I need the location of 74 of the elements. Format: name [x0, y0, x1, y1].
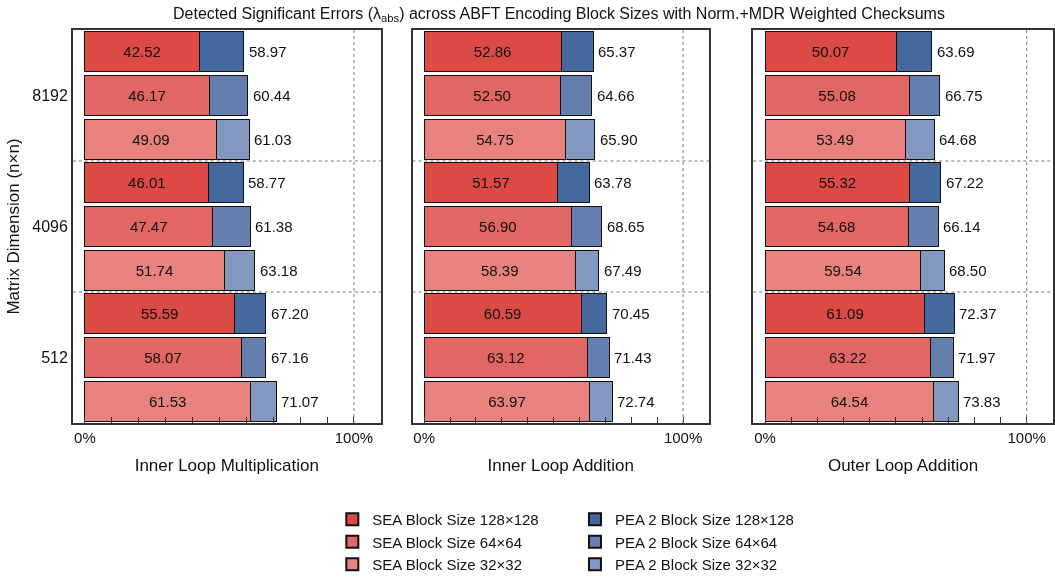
y-tick-label: 4096: [32, 218, 68, 236]
total-label: 67.16: [271, 349, 309, 366]
data-label: 54.68: [817, 218, 856, 235]
legend-label: PEA 2 Block Size 128×128: [614, 511, 794, 529]
data-label: 58.39: [480, 261, 519, 279]
data-label: 61.09: [826, 305, 864, 323]
data-label: 53.49: [816, 130, 854, 148]
data-label: 59.54: [824, 261, 862, 279]
x-axis-title: Inner Loop Addition: [487, 455, 634, 475]
total-label: 61.03: [254, 131, 292, 148]
total-label: 58.97: [249, 43, 287, 60]
total-label: 68.50: [949, 262, 987, 279]
data-label: 46.01: [128, 174, 166, 192]
x-axis-title: Outer Loop Addition: [827, 455, 979, 475]
legend-label: SEA Block Size 32×32: [372, 556, 523, 574]
total-label: 64.66: [597, 87, 635, 104]
x-axis-title: Inner Loop Multiplication: [134, 455, 319, 475]
total-label: 63.18: [260, 262, 298, 279]
total-label: 63.69: [937, 43, 975, 60]
data-label: 46.17: [128, 87, 166, 104]
y-tick-label: 8192: [32, 87, 68, 105]
total-label: 66.14: [943, 218, 981, 235]
total-label: 66.75: [945, 87, 983, 104]
total-label: 63.78: [594, 174, 632, 191]
data-label: 55.59: [140, 305, 179, 323]
total-label: 58.77: [248, 174, 286, 191]
data-label: 64.54: [830, 392, 869, 410]
data-label: 63.12: [487, 349, 525, 366]
y-axis-title: Matrix Dimension (n×n): [4, 138, 24, 315]
data-label: 54.75: [476, 130, 514, 148]
data-label: 42.52: [123, 43, 161, 61]
data-label: 61.53: [148, 392, 187, 410]
data-label: 63.97: [488, 392, 526, 410]
total-label: 68.65: [607, 218, 645, 235]
total-label: 71.97: [958, 349, 996, 366]
legend-label: SEA Block Size 128×128: [372, 511, 539, 529]
data-label: 51.74: [135, 261, 174, 279]
x-tick-label: 0%: [754, 428, 776, 446]
total-label: 73.83: [963, 393, 1001, 410]
legend-label: PEA 2 Block Size 32×32: [614, 556, 778, 574]
total-label: 71.07: [281, 393, 319, 410]
text: Detected Significant Errors (λ$_{abs}$) across ABFT Encoding Block Sizes with Norm.+MDR Weighted Checksums: [173, 5, 945, 25]
total-label: 67.22: [946, 174, 984, 191]
total-label: 67.49: [604, 262, 642, 279]
total-label: 72.37: [959, 305, 997, 322]
data-label: 52.86: [473, 43, 512, 61]
total-label: 65.90: [600, 131, 638, 148]
y-tick-label: 512: [41, 349, 68, 367]
total-label: 70.45: [612, 305, 650, 322]
total-label: 72.74: [617, 393, 655, 410]
legend-label: PEA 2 Block Size 64×64: [614, 533, 778, 551]
total-label: 61.38: [255, 218, 293, 235]
legend-label: SEA Block Size 64×64: [372, 533, 523, 551]
x-tick-label: 0%: [74, 428, 96, 446]
data-label: 63.22: [828, 349, 867, 366]
data-label: 51.57: [472, 174, 510, 192]
total-label: 65.37: [598, 43, 636, 60]
total-label: 67.20: [271, 305, 309, 322]
x-tick-label: 100%: [334, 428, 374, 446]
total-label: 64.68: [939, 131, 977, 148]
data-label: 60.59: [483, 305, 522, 323]
total-label: 71.43: [614, 349, 652, 366]
total-label: 60.44: [253, 87, 291, 104]
data-label: 50.07: [811, 43, 850, 61]
data-label: 52.50: [473, 87, 511, 104]
data-label: 47.47: [129, 218, 168, 235]
data-label: 55.08: [818, 87, 856, 104]
data-label: 56.90: [479, 218, 517, 235]
data-label: 55.32: [818, 174, 857, 192]
x-tick-label: 0%: [413, 428, 435, 446]
x-tick-label: 100%: [663, 428, 703, 446]
data-label: 49.09: [132, 130, 170, 148]
data-label: 58.07: [144, 349, 182, 366]
x-tick-label: 100%: [1007, 428, 1046, 446]
